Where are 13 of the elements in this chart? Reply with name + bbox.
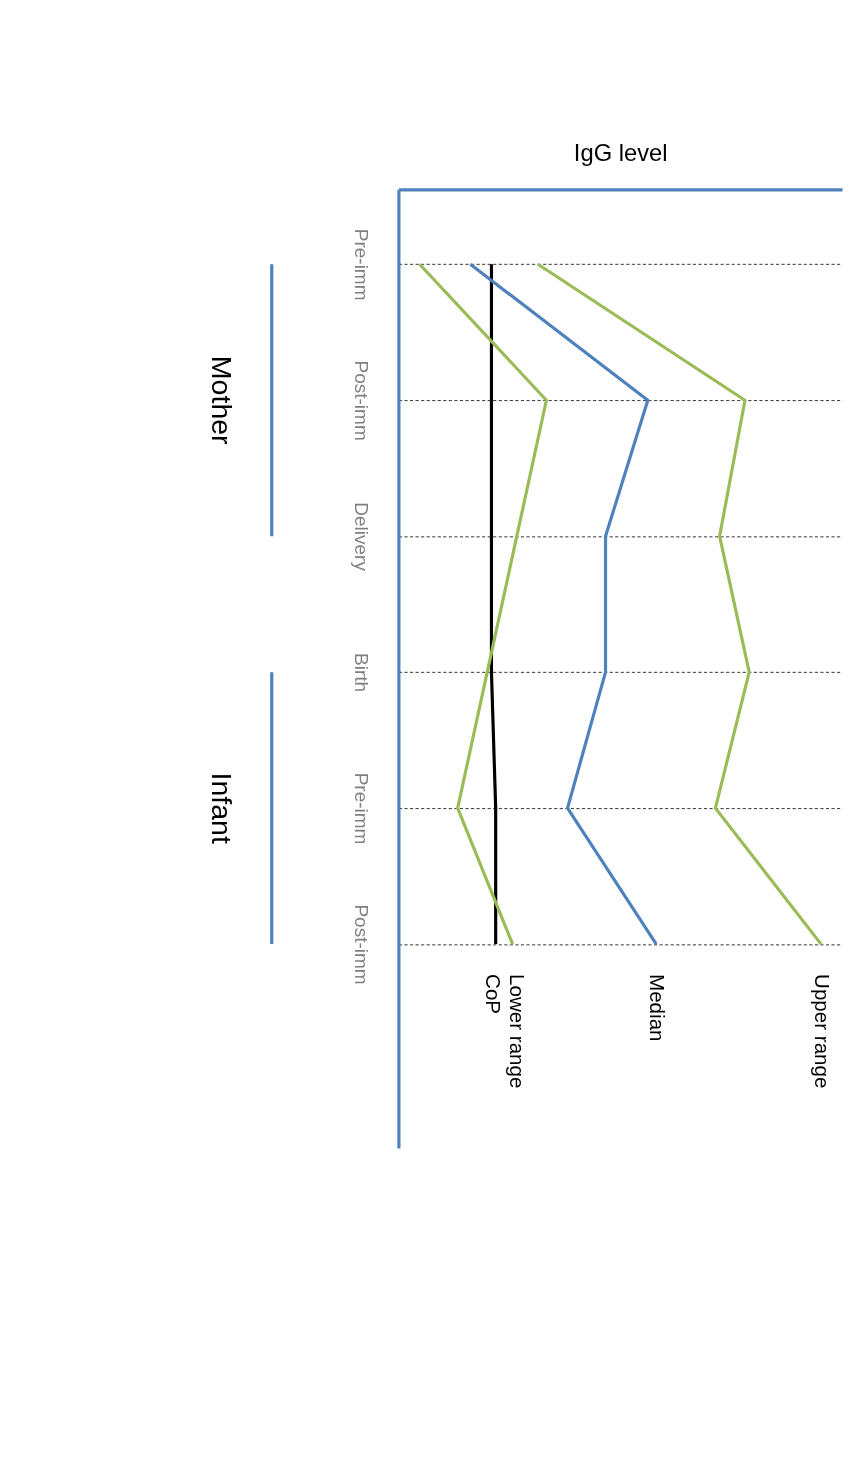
y-tick-label: Post-imm (351, 360, 373, 441)
text: Lower range (505, 974, 529, 1089)
y-tick-label: Pre-imm (351, 228, 373, 301)
text: Upper range (810, 974, 834, 1089)
y-tick-label: Delivery (351, 502, 373, 572)
chart-title: IgG level (573, 139, 668, 167)
text: Infant (205, 772, 238, 844)
text: Median (645, 974, 669, 1042)
text: Mother (205, 355, 238, 446)
y-tick-label: Birth (351, 653, 373, 693)
y-tick-label: Post-imm (351, 904, 373, 985)
text: CoP (481, 974, 505, 1015)
y-tick-label: Pre-imm (351, 772, 373, 845)
